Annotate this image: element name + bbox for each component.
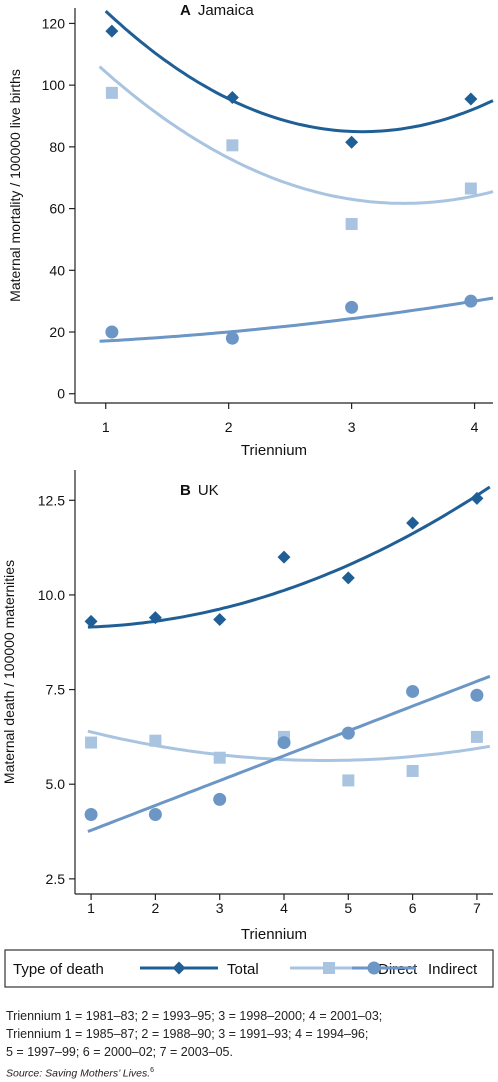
chart-panel-jamaica: 0 20 40 60 80 100 120 1 2 3 4 Triennium Maternal mor… xyxy=(7,2,494,459)
y-axis-title: Maternal mortality / 100000 live births xyxy=(7,69,23,302)
y-tick-label: 12.5 xyxy=(38,492,65,508)
chart-panel-uk: 2.5 5.0 7.5 10.0 12.5 1 2 3 4 5 6 7 Triennium Materna… xyxy=(1,470,493,943)
data-point-total xyxy=(345,135,359,149)
data-point-total xyxy=(470,491,484,505)
data-point-indirect xyxy=(470,688,484,702)
y-tick-label: 0 xyxy=(57,386,65,402)
footnote-uk-triennia-cont: 5 = 1997–99; 6 = 2000–02; 7 = 2003–05. xyxy=(6,1045,233,1059)
data-point-indirect xyxy=(464,294,478,308)
data-point-total xyxy=(341,571,355,585)
x-tick-label: 3 xyxy=(348,419,356,435)
y-tick-label: 120 xyxy=(42,15,66,31)
legend-marker-total xyxy=(172,961,186,975)
data-point-total xyxy=(213,613,227,627)
y-tick-label: 80 xyxy=(49,139,65,155)
x-tick-label: 1 xyxy=(102,419,110,435)
trend-line-indirect xyxy=(99,296,494,343)
data-point-indirect xyxy=(341,726,355,740)
trend-line-total xyxy=(104,9,494,134)
x-axis-title: Triennium xyxy=(241,442,307,459)
panel-country: Jamaica xyxy=(198,2,255,19)
data-point-total xyxy=(84,614,98,628)
y-tick-label: 20 xyxy=(49,324,65,340)
source-note: Source: Saving Mothers’ Lives.6 xyxy=(6,1063,154,1082)
data-point-direct xyxy=(85,736,98,749)
data-point-direct xyxy=(342,774,355,787)
x-tick-label: 4 xyxy=(471,419,479,435)
data-point-direct xyxy=(105,86,118,99)
data-point-direct xyxy=(149,734,162,747)
data-point-total xyxy=(464,92,478,106)
legend-marker-indirect xyxy=(367,961,381,975)
data-point-direct xyxy=(213,751,226,764)
y-tick-label: 40 xyxy=(49,262,65,278)
y-tick-label: 2.5 xyxy=(46,871,66,887)
y-tick-label: 7.5 xyxy=(46,682,66,698)
trend-line-indirect xyxy=(87,674,491,833)
data-point-total xyxy=(105,24,119,38)
data-point-indirect xyxy=(148,808,162,821)
x-tick-label: 3 xyxy=(216,900,224,916)
x-tick-label: 6 xyxy=(409,900,417,916)
y-tick-label: 5.0 xyxy=(46,776,66,792)
data-point-total xyxy=(406,516,420,530)
x-tick-label: 2 xyxy=(225,419,233,435)
data-point-indirect xyxy=(105,325,119,339)
data-point-total xyxy=(225,90,239,104)
x-tick-label: 5 xyxy=(344,900,352,916)
legend-label-indirect: Indirect xyxy=(428,961,478,978)
data-point-total xyxy=(148,611,162,625)
data-point-direct xyxy=(464,182,477,195)
data-point-direct xyxy=(406,764,419,777)
data-point-indirect xyxy=(277,736,291,750)
y-tick-label: 100 xyxy=(42,77,66,93)
x-tick-label: 1 xyxy=(87,900,95,916)
panel-letter: A xyxy=(180,2,191,19)
x-tick-label: 2 xyxy=(151,900,159,916)
data-point-indirect xyxy=(345,300,359,314)
panel-letter: B xyxy=(180,482,191,499)
panel-country: UK xyxy=(198,482,219,499)
x-tick-label: 7 xyxy=(473,900,481,916)
legend: Type of deathTotalDirectIndirect xyxy=(4,949,494,988)
y-tick-label: 10.0 xyxy=(38,587,65,603)
legend-label-total: Total xyxy=(227,961,259,978)
data-point-indirect xyxy=(213,792,227,806)
x-axis-title: Triennium xyxy=(241,926,307,943)
data-point-direct xyxy=(226,139,239,152)
y-axis-title: Maternal death / 100000 maternities xyxy=(1,560,17,784)
footnote-jamaica-triennia: Triennium 1 = 1981–83; 2 = 1993–95; 3 = … xyxy=(6,1009,383,1023)
source-ref: 6 xyxy=(150,1067,155,1074)
source-text: : Saving Mothers’ Lives. xyxy=(39,1067,151,1080)
y-tick-label: 60 xyxy=(49,201,65,217)
legend-marker-direct xyxy=(323,962,335,974)
data-point-direct xyxy=(470,730,483,743)
data-point-direct xyxy=(345,218,358,231)
source-label: Source xyxy=(6,1067,40,1080)
panel-title: A Jamaica xyxy=(180,2,254,19)
data-point-indirect xyxy=(225,331,239,345)
footnote-uk-triennia: Triennium 1 = 1985–87; 2 = 1988–90; 3 = … xyxy=(6,1027,369,1041)
data-point-indirect xyxy=(84,808,98,821)
data-point-indirect xyxy=(406,684,420,698)
panel-title: B UK xyxy=(180,482,219,499)
x-tick-label: 4 xyxy=(280,900,288,916)
data-point-total xyxy=(277,550,291,564)
trend-line-direct xyxy=(98,65,494,205)
legend-title: Type of death xyxy=(13,961,104,978)
